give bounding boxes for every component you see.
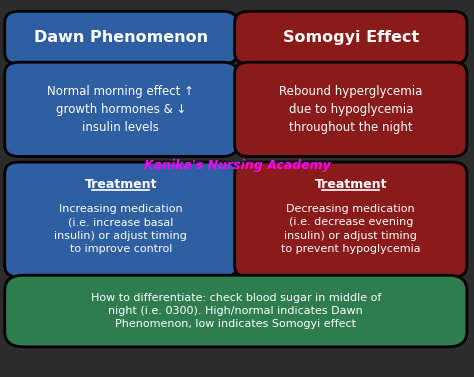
FancyBboxPatch shape bbox=[235, 162, 467, 277]
Text: Treatment: Treatment bbox=[315, 178, 387, 191]
FancyBboxPatch shape bbox=[235, 62, 467, 156]
Text: How to differentiate: check blood sugar in middle of
night (i.e. 0300). High/nor: How to differentiate: check blood sugar … bbox=[91, 293, 381, 329]
Text: Dawn Phenomenon: Dawn Phenomenon bbox=[34, 30, 208, 45]
Text: Rebound hyperglycemia
due to hypoglycemia
throughout the night: Rebound hyperglycemia due to hypoglycemi… bbox=[279, 85, 422, 134]
Text: Somogyi Effect: Somogyi Effect bbox=[283, 30, 419, 45]
Text: Normal morning effect ↑
growth hormones & ↓
insulin levels: Normal morning effect ↑ growth hormones … bbox=[47, 85, 194, 134]
Text: Kanika's Nursing Academy: Kanika's Nursing Academy bbox=[144, 159, 330, 172]
FancyBboxPatch shape bbox=[5, 62, 237, 156]
FancyBboxPatch shape bbox=[5, 11, 237, 64]
FancyBboxPatch shape bbox=[5, 275, 467, 347]
FancyBboxPatch shape bbox=[5, 162, 237, 277]
FancyBboxPatch shape bbox=[235, 11, 467, 64]
Text: Decreasing medication
(i.e. decrease evening
insulin) or adjust timing
to preven: Decreasing medication (i.e. decrease eve… bbox=[281, 204, 420, 254]
Text: Increasing medication
(i.e. increase basal
insulin) or adjust timing
to improve : Increasing medication (i.e. increase bas… bbox=[55, 204, 187, 254]
Text: Treatment: Treatment bbox=[85, 178, 157, 191]
